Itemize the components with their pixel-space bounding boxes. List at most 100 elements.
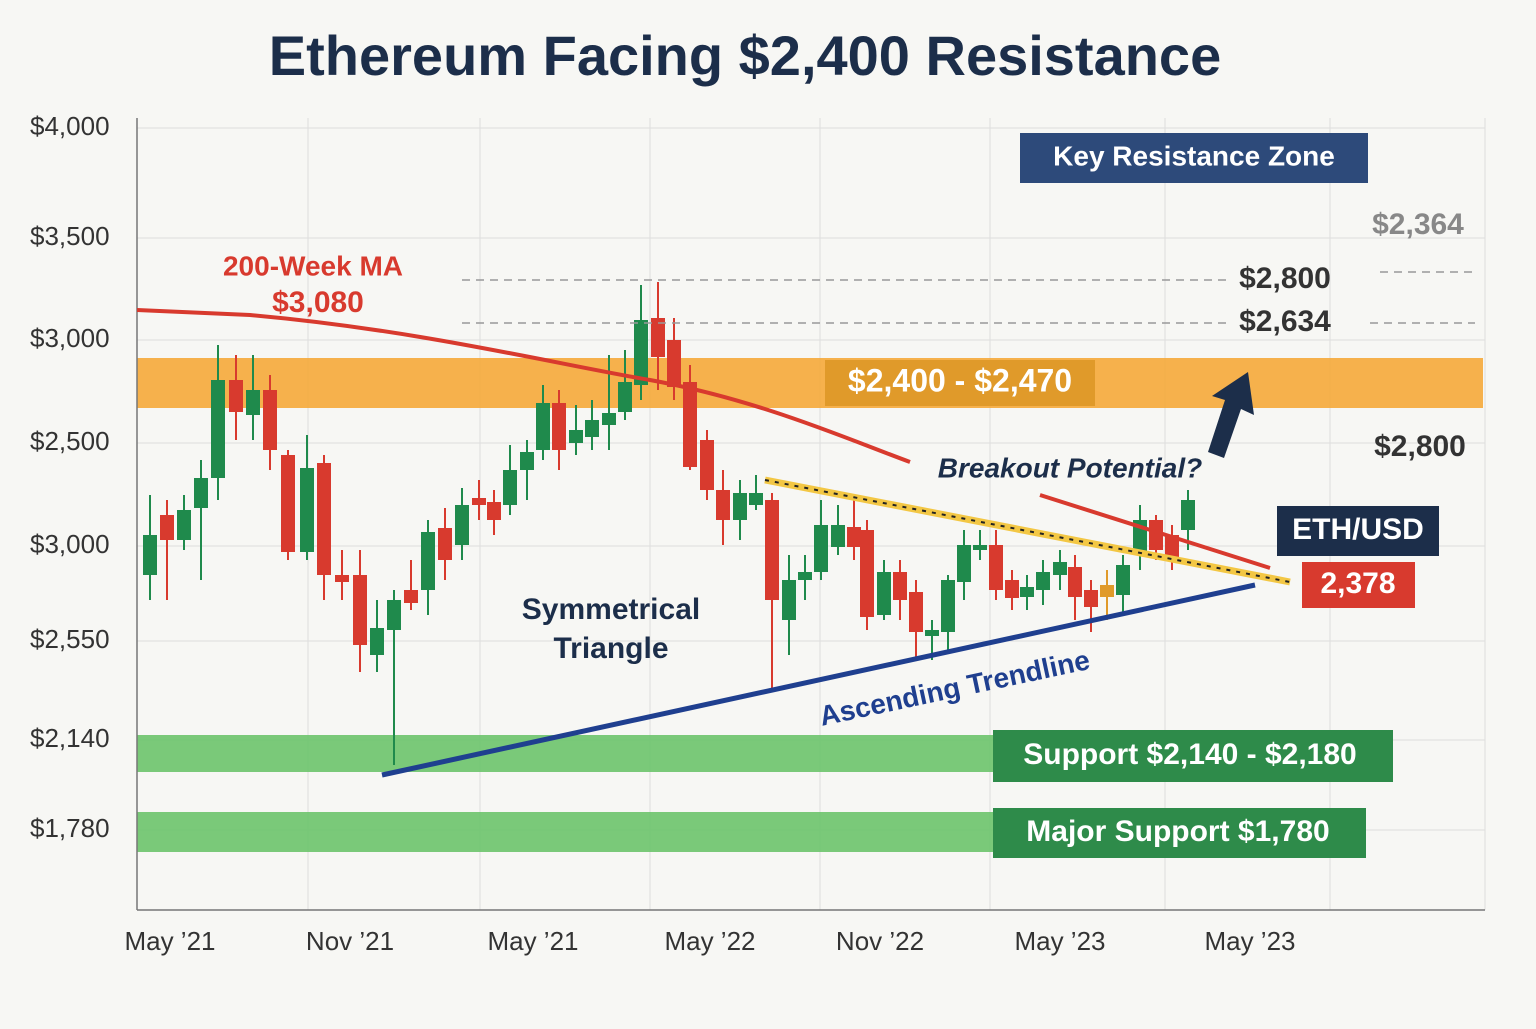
candle-body <box>957 545 971 582</box>
candle-body <box>749 493 763 505</box>
candle-body <box>1020 587 1034 597</box>
candle-body <box>1100 585 1114 597</box>
level-label: $2,634 <box>1239 305 1331 338</box>
candle-body <box>472 498 486 505</box>
candle-body <box>246 390 260 415</box>
candle-body <box>877 572 891 615</box>
candle-body <box>404 590 418 603</box>
label-box <box>1020 133 1368 183</box>
label-box <box>993 808 1366 858</box>
candle-body <box>421 532 435 590</box>
candle-body <box>1068 567 1082 597</box>
candle-body <box>831 525 845 547</box>
candle-body <box>177 510 191 540</box>
candle-body <box>634 320 648 385</box>
pattern-label: Symmetrical <box>522 593 700 626</box>
triangle-upper <box>764 476 1291 586</box>
candle-body <box>281 455 295 552</box>
y-tick-label: $4,000 <box>30 111 110 141</box>
label-box <box>1277 506 1439 556</box>
candle-body <box>860 530 874 617</box>
candle-body <box>455 505 469 545</box>
candle-body <box>387 600 401 630</box>
candle-body <box>1116 565 1130 595</box>
x-tick-label: May ’23 <box>1014 926 1105 956</box>
x-tick-label: Nov ’22 <box>836 926 924 956</box>
candle-body <box>552 403 566 450</box>
ma-label: 200-Week MA <box>223 250 403 281</box>
candle-body <box>211 380 225 478</box>
moving-average <box>136 308 911 464</box>
candle-body <box>798 572 812 580</box>
candle-body <box>1181 500 1195 530</box>
candle-body <box>909 592 923 632</box>
x-tick-label: May ’23 <box>1204 926 1295 956</box>
candles <box>143 282 1195 765</box>
candle-body <box>585 420 599 437</box>
level-label: $2,800 <box>1374 430 1466 463</box>
candle-body <box>370 628 384 655</box>
candle-body <box>229 380 243 412</box>
candle-body <box>765 500 779 600</box>
label-box <box>993 730 1393 782</box>
candle-body <box>487 502 501 520</box>
y-tick-label: $3,000 <box>30 323 110 353</box>
candle-body <box>1084 590 1098 607</box>
candle-body <box>602 413 616 425</box>
pair-label: ETH/USD <box>1292 513 1424 546</box>
candle-body <box>941 580 955 632</box>
y-tick-label: $3,500 <box>30 221 110 251</box>
label-box <box>825 360 1095 406</box>
x-tick-label: May ’22 <box>664 926 755 956</box>
candle-body <box>847 527 861 547</box>
breakout-arrow <box>1208 372 1254 458</box>
resistance-label: $2,400 - $2,470 <box>848 362 1072 398</box>
candle-body <box>925 630 939 636</box>
x-tick-label: May ’21 <box>487 926 578 956</box>
support-label: Support $2,140 - $2,180 <box>1023 738 1357 771</box>
candle-body <box>1053 562 1067 575</box>
resistance-band <box>137 358 1483 408</box>
candle-body <box>782 580 796 620</box>
y-tick-label: $3,000 <box>30 529 110 559</box>
candle-body <box>667 340 681 387</box>
candle-body <box>1036 572 1050 590</box>
candle-body <box>651 318 665 357</box>
y-tick-label: $2,140 <box>30 723 110 753</box>
candle-body <box>300 468 314 552</box>
axis-labels: $4,000 $3,500 $3,000 $2,500 $3,000 $2,550 $2,1… <box>30 111 1296 956</box>
breakout-label: Breakout Potential? <box>938 452 1202 483</box>
candle-body <box>503 470 517 505</box>
x-tick-label: Nov ’21 <box>306 926 394 956</box>
ma-value: $3,080 <box>272 286 364 319</box>
candle-body <box>973 545 987 550</box>
candle-body <box>438 528 452 560</box>
candle-body <box>814 525 828 572</box>
candle-body <box>160 515 174 540</box>
candle-body <box>1165 535 1179 557</box>
ascending-trendline <box>381 582 1256 778</box>
y-tick-label: $2,550 <box>30 624 110 654</box>
candle-body <box>569 430 583 443</box>
chart-title: Ethereum Facing $2,400 Resistance <box>269 24 1221 87</box>
pattern-label: Triangle <box>553 632 668 665</box>
moving-average <box>1039 493 1271 570</box>
candle-body <box>618 382 632 412</box>
x-tick-label: May ’21 <box>124 926 215 956</box>
y-tick-label: $1,780 <box>30 813 110 843</box>
label-box <box>1302 562 1415 608</box>
candle-body <box>733 493 747 520</box>
major-support-label: Major Support $1,780 <box>1026 815 1329 848</box>
candle-body <box>317 463 331 575</box>
candle-body <box>716 490 730 520</box>
candle-body <box>143 535 157 575</box>
candle-body <box>263 390 277 450</box>
candle-body <box>1149 520 1163 550</box>
level-label: $2,364 <box>1372 208 1464 241</box>
price-label: 2,378 <box>1320 567 1395 600</box>
candle-body <box>194 478 208 508</box>
candle-body <box>700 440 714 490</box>
y-tick-label: $2,500 <box>30 426 110 456</box>
key-resistance-label: Key Resistance Zone <box>1053 140 1335 171</box>
